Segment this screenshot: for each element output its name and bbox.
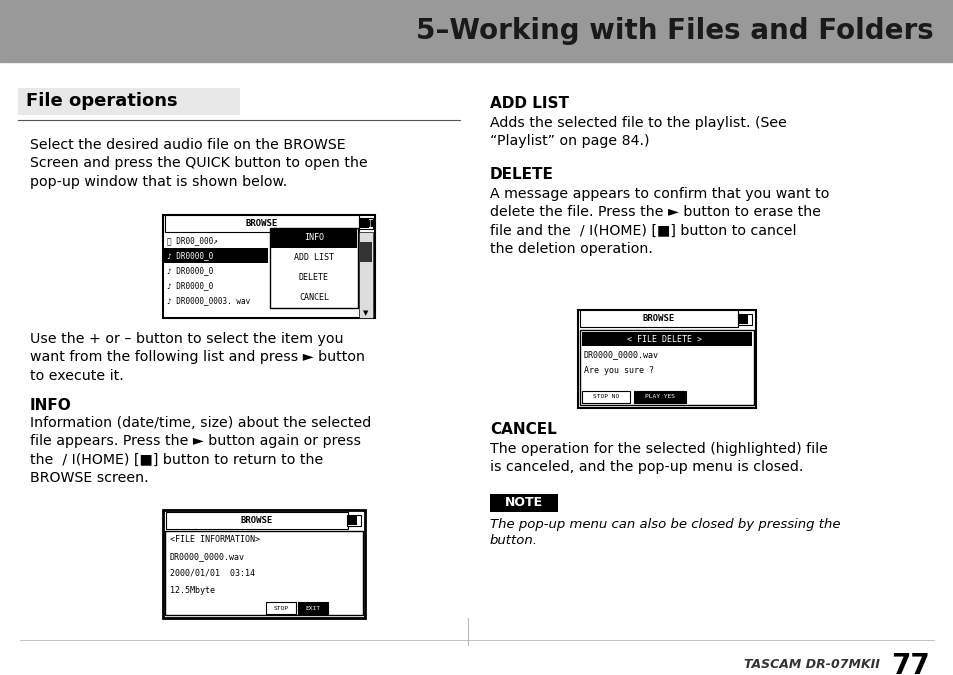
Bar (578, 310, 755, 408)
Bar (358, 218, 373, 229)
Bar (297, 602, 328, 614)
Bar (164, 248, 268, 263)
Text: 2000/01/01  03:14: 2000/01/01 03:14 (170, 569, 254, 578)
Text: button.: button. (490, 534, 537, 547)
Text: File operations: File operations (26, 92, 177, 111)
Bar (358, 232, 373, 318)
Text: ADD LIST: ADD LIST (490, 96, 568, 111)
Text: < FILE DELETE >: < FILE DELETE > (627, 335, 701, 344)
Bar (579, 330, 753, 405)
Bar (579, 310, 738, 327)
Bar (581, 391, 629, 403)
Text: ▉▉▉: ▉▉▉ (359, 220, 375, 227)
Bar (166, 512, 348, 529)
Text: STOP: STOP (274, 605, 288, 610)
Text: The operation for the selected (highlighted) file
is canceled, and the pop-up me: The operation for the selected (highligh… (490, 442, 827, 475)
Text: Select the desired audio file on the BROWSE
Screen and press the QUICK button to: Select the desired audio file on the BRO… (30, 138, 367, 189)
Bar (163, 510, 365, 618)
Text: DR0000_0000.wav: DR0000_0000.wav (583, 350, 659, 359)
Text: ♪ DR0000_0003. wav: ♪ DR0000_0003. wav (167, 296, 250, 305)
Text: The pop-up menu can also be closed by pressing the: The pop-up menu can also be closed by pr… (490, 518, 843, 531)
Text: Are you sure ?: Are you sure ? (583, 366, 654, 375)
Text: ♪ DR0000_0: ♪ DR0000_0 (167, 281, 213, 290)
Text: 12.5Mbyte: 12.5Mbyte (170, 586, 214, 595)
Text: DELETE: DELETE (490, 167, 554, 182)
Text: STOP NO: STOP NO (592, 394, 618, 400)
Text: BROWSE: BROWSE (240, 516, 273, 525)
Text: ▼: ▼ (363, 310, 368, 316)
Text: Information (date/time, size) about the selected
file appears. Press the ► butto: Information (date/time, size) about the … (30, 416, 371, 485)
Bar (0, 0, 953, 62)
Text: ⎙ DR00_000↗: ⎙ DR00_000↗ (167, 236, 217, 245)
Bar (165, 531, 363, 615)
Text: 77: 77 (890, 652, 929, 675)
Text: 5–Working with Files and Folders: 5–Working with Files and Folders (416, 17, 933, 45)
Bar (266, 602, 295, 614)
Bar (359, 242, 372, 262)
Bar (359, 219, 369, 228)
Text: PLAY YES: PLAY YES (644, 394, 675, 400)
Bar (271, 228, 356, 248)
Bar (163, 215, 375, 318)
Text: NOTE: NOTE (504, 497, 542, 510)
Text: ♪ DR0000_0: ♪ DR0000_0 (167, 266, 213, 275)
Text: DELETE: DELETE (298, 273, 329, 283)
Bar (739, 315, 747, 324)
Bar (581, 332, 751, 346)
Bar (738, 314, 751, 325)
Bar (348, 516, 356, 525)
Text: CANCEL: CANCEL (298, 294, 329, 302)
Text: CANCEL: CANCEL (490, 422, 557, 437)
Text: TASCAM DR-07MKII: TASCAM DR-07MKII (743, 658, 879, 671)
Text: Use the + or – button to select the item you
want from the following list and pr: Use the + or – button to select the item… (30, 332, 365, 383)
Text: ♪ DR0000_0: ♪ DR0000_0 (167, 251, 213, 260)
Bar (165, 215, 358, 232)
Text: DR0000_0000.wav: DR0000_0000.wav (170, 552, 245, 561)
Text: INFO: INFO (30, 398, 71, 413)
Text: A message appears to confirm that you want to
delete the file. Press the ► butto: A message appears to confirm that you wa… (490, 187, 828, 256)
Bar (347, 515, 360, 526)
Text: <FILE INFORMATION>: <FILE INFORMATION> (170, 535, 260, 544)
Bar (270, 228, 357, 308)
Text: BROWSE: BROWSE (246, 219, 278, 228)
Text: EXIT: EXIT (305, 605, 320, 610)
Text: Adds the selected file to the playlist. (See
“Playlist” on page 84.): Adds the selected file to the playlist. … (490, 116, 786, 148)
Text: BROWSE: BROWSE (642, 314, 675, 323)
Bar (18, 88, 240, 115)
Bar (634, 391, 685, 403)
Bar (490, 494, 558, 512)
Text: ADD LIST: ADD LIST (294, 254, 334, 263)
Text: INFO: INFO (304, 234, 324, 242)
